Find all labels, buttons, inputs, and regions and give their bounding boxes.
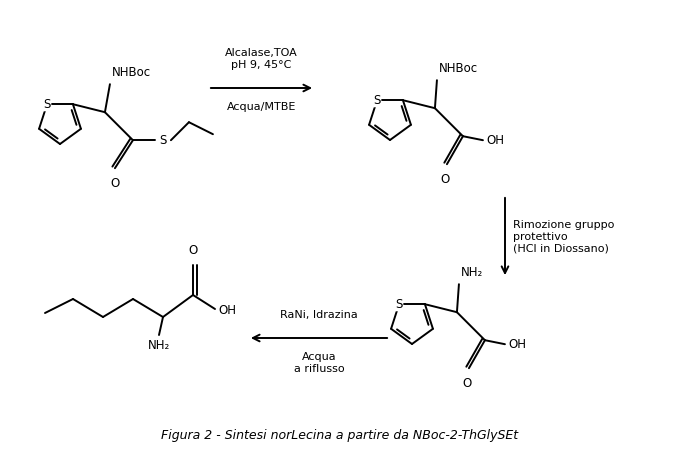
- Text: S: S: [373, 94, 381, 107]
- Text: Acqua
a riflusso: Acqua a riflusso: [294, 352, 345, 373]
- Text: S: S: [44, 98, 51, 110]
- Text: Alcalase,TOA
pH 9, 45°C: Alcalase,TOA pH 9, 45°C: [225, 48, 298, 70]
- Text: O: O: [189, 244, 197, 257]
- Text: Acqua/MTBE: Acqua/MTBE: [227, 102, 296, 112]
- Text: NH₂: NH₂: [148, 339, 170, 352]
- Text: RaNi, Idrazina: RaNi, Idrazina: [280, 310, 358, 320]
- Text: Figura 2 - Sintesi norLecina a partire da NBoc-2-ThGlySEt: Figura 2 - Sintesi norLecina a partire d…: [161, 429, 518, 442]
- Text: O: O: [462, 377, 471, 390]
- Text: OH: OH: [508, 338, 526, 351]
- Text: OH: OH: [218, 304, 236, 318]
- Text: OH: OH: [486, 133, 504, 147]
- Text: Rimozione gruppo
protettivo
(HCl in Diossano): Rimozione gruppo protettivo (HCl in Dios…: [513, 220, 614, 253]
- Text: O: O: [441, 173, 449, 186]
- Text: NH₂: NH₂: [461, 266, 484, 279]
- Text: O: O: [110, 177, 120, 190]
- Text: S: S: [396, 298, 402, 311]
- Text: NHBoc: NHBoc: [439, 62, 478, 75]
- Text: S: S: [159, 133, 167, 147]
- Text: NHBoc: NHBoc: [112, 66, 151, 79]
